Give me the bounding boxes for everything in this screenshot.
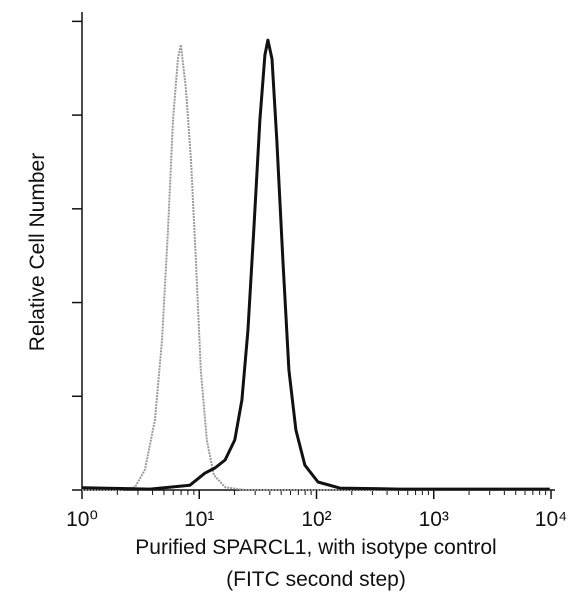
x-axis-label: Purified SPARCL1, with isotype control	[135, 536, 496, 559]
x-tick-label: 10¹	[184, 508, 214, 531]
x-axis-note: (FITC second step)	[226, 568, 406, 591]
x-tick-label: 10³	[419, 508, 449, 531]
x-tick-label: 10⁴	[535, 508, 567, 531]
x-tick-label: 10²	[301, 508, 331, 531]
y-axis-label: Relative Cell Number	[26, 153, 49, 351]
x-tick-label: 10⁰	[66, 508, 98, 531]
data-line	[82, 43, 551, 491]
data-line	[81, 38, 550, 491]
